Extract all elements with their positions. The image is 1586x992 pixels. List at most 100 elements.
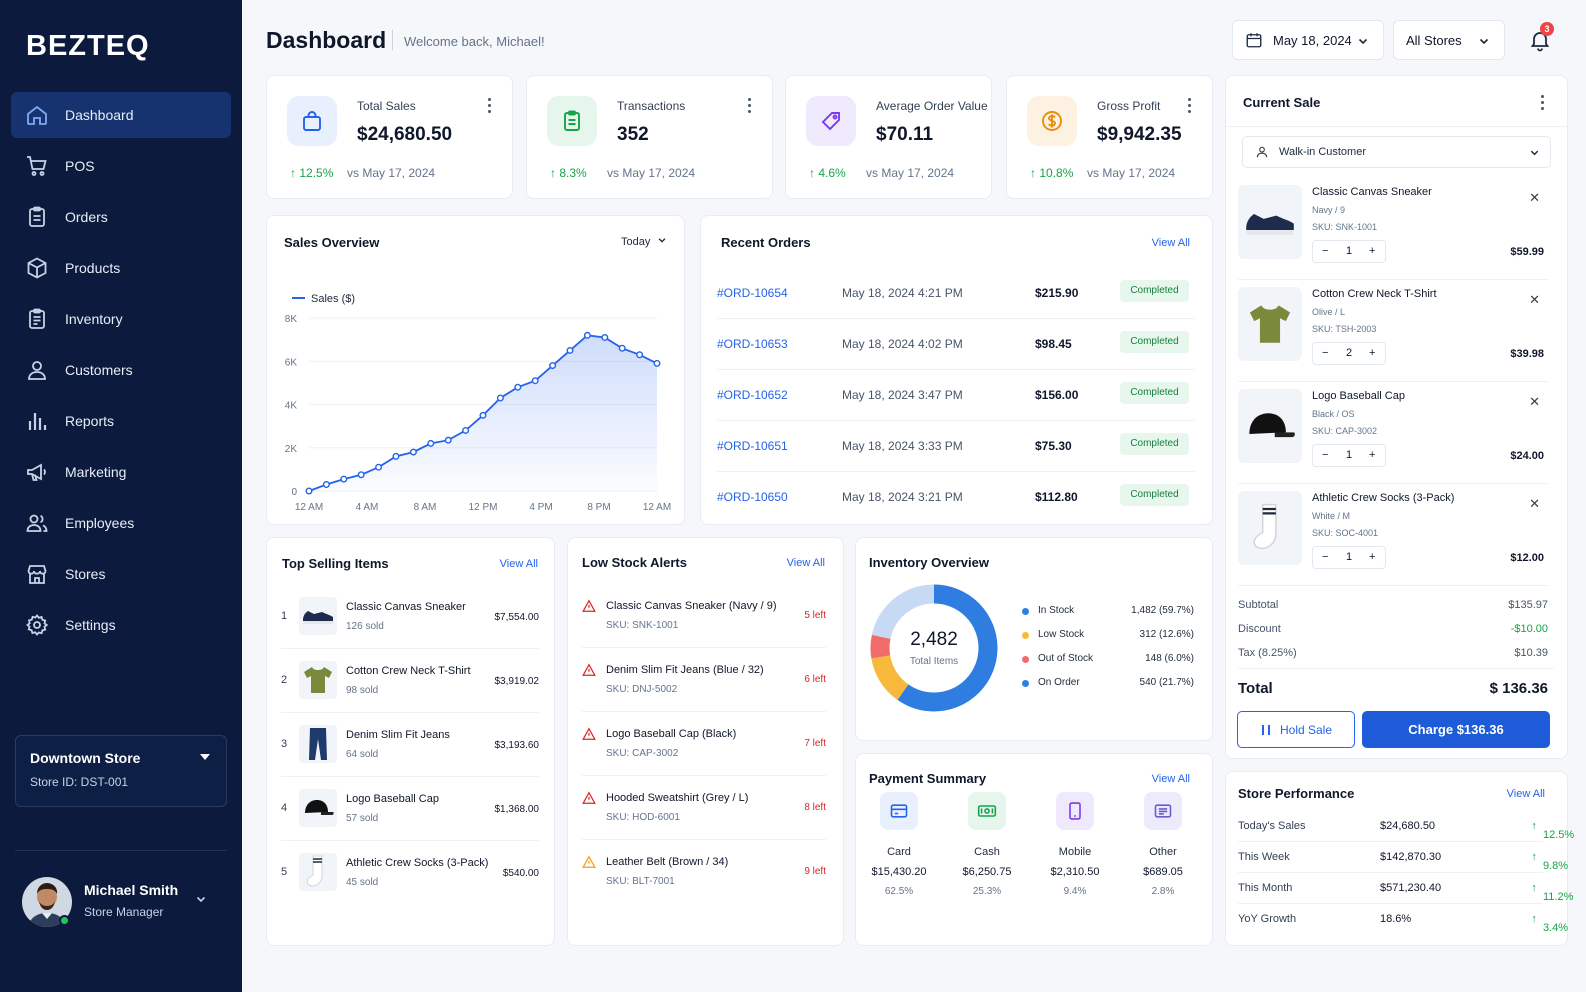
metric-delta: ↑ 9.8%	[1531, 851, 1569, 872]
view-all-link[interactable]: View All	[1151, 237, 1190, 249]
legend-swatch	[1022, 656, 1029, 663]
x-tick-label: 4 PM	[529, 502, 552, 513]
quantity-value[interactable]: 1	[1346, 245, 1353, 257]
view-all-link[interactable]: View All	[499, 558, 538, 570]
tax-value: $10.39	[1514, 647, 1548, 659]
kpi-delta: ↑ 4.6%	[809, 166, 846, 180]
sidebar-item-stores[interactable]: Stores	[11, 551, 231, 597]
sidebar-item-dashboard[interactable]: Dashboard	[11, 92, 231, 138]
list-item[interactable]: Classic Canvas Sneaker (Navy / 9) SKU: S…	[582, 584, 826, 648]
quantity-value[interactable]: 1	[1346, 449, 1353, 461]
chevron-down-icon	[659, 238, 666, 243]
sidebar-item-employees[interactable]: Employees	[11, 500, 231, 546]
decrement-button[interactable]: −	[1322, 449, 1329, 461]
jeans-icon	[299, 725, 337, 763]
sneaker-icon	[1238, 185, 1302, 259]
tshirt-icon	[1238, 287, 1302, 361]
store-filter-select[interactable]: All Stores	[1393, 20, 1505, 60]
payment-label: Cash	[974, 846, 1000, 858]
metric-value: 18.6%	[1380, 913, 1412, 925]
more-icon[interactable]	[1541, 95, 1545, 113]
item-price: $12.00	[1510, 552, 1544, 564]
chevron-down-icon	[1479, 38, 1489, 45]
order-id-link[interactable]: #ORD-10653	[717, 337, 788, 351]
view-all-link[interactable]: View All	[786, 557, 825, 569]
increment-button[interactable]: +	[1369, 245, 1376, 257]
legend-swatch	[1022, 680, 1029, 687]
sidebar-item-label: Inventory	[65, 311, 123, 327]
hold-sale-button[interactable]: Hold Sale	[1237, 711, 1355, 748]
increment-button[interactable]: +	[1369, 551, 1376, 563]
charge-button[interactable]: Charge $136.36	[1362, 711, 1550, 748]
table-row[interactable]: #ORD-10652 May 18, 2024 3:47 PM $156.00 …	[717, 370, 1195, 421]
sidebar-item-pos[interactable]: POS	[11, 143, 231, 189]
close-icon[interactable]: ✕	[1529, 496, 1540, 511]
status-badge: Completed	[1120, 382, 1189, 404]
y-tick-label: 8K	[285, 314, 298, 325]
sidebar-item-inventory[interactable]: Inventory	[11, 296, 231, 342]
payment-amount: $15,430.20	[871, 866, 927, 878]
list-item[interactable]: Logo Baseball Cap (Black) SKU: CAP-3002 …	[582, 712, 826, 776]
list-item[interactable]: Leather Belt (Brown / 34) SKU: BLT-7001 …	[582, 840, 826, 904]
list-item[interactable]: 1 Classic Canvas Sneaker 126 sold $7,554…	[281, 585, 539, 649]
payment-label: Card	[887, 846, 911, 858]
list-item[interactable]: Hooded Sweatshirt (Grey / L) SKU: HOD-60…	[582, 776, 826, 840]
quantity-value[interactable]: 1	[1346, 551, 1353, 563]
list-item[interactable]: 3 Denim Slim Fit Jeans 64 sold $3,193.60	[281, 713, 539, 777]
order-amount: $112.80	[1035, 490, 1078, 504]
period-select[interactable]: Today	[621, 235, 667, 248]
view-all-link[interactable]: View All	[1151, 773, 1190, 785]
customer-select[interactable]: Walk-in Customer	[1242, 136, 1551, 168]
item-name: Athletic Crew Socks (3-Pack)	[346, 857, 489, 869]
list-item[interactable]: 5 Athletic Crew Socks (3-Pack) 45 sold $…	[281, 841, 539, 905]
decrement-button[interactable]: −	[1322, 347, 1329, 359]
data-point	[531, 377, 539, 385]
order-id-link[interactable]: #ORD-10652	[717, 388, 788, 402]
item-name: Classic Canvas Sneaker (Navy / 9)	[606, 600, 777, 612]
increment-button[interactable]: +	[1369, 347, 1376, 359]
kpi-label: Average Order Value	[876, 99, 988, 113]
sneaker-icon	[299, 597, 337, 635]
order-id-link[interactable]: #ORD-10651	[717, 439, 788, 453]
list-item[interactable]: 4 Logo Baseball Cap 57 sold $1,368.00	[281, 777, 539, 841]
date-picker[interactable]: May 18, 2024	[1232, 20, 1384, 60]
order-id-link[interactable]: #ORD-10650	[717, 490, 788, 504]
close-icon[interactable]: ✕	[1529, 394, 1540, 409]
table-row[interactable]: #ORD-10653 May 18, 2024 4:02 PM $98.45 C…	[717, 319, 1195, 370]
order-id-link[interactable]: #ORD-10654	[717, 286, 788, 300]
legend-label: In Stock	[1038, 605, 1075, 616]
sidebar-item-orders[interactable]: Orders	[11, 194, 231, 240]
list-item[interactable]: Denim Slim Fit Jeans (Blue / 32) SKU: DN…	[582, 648, 826, 712]
item-name: Athletic Crew Socks (3-Pack)	[1312, 492, 1455, 504]
y-tick-label: 4K	[285, 401, 298, 412]
table-row[interactable]: #ORD-10650 May 18, 2024 3:21 PM $112.80 …	[717, 472, 1195, 523]
table-row[interactable]: #ORD-10654 May 18, 2024 4:21 PM $215.90 …	[717, 268, 1195, 319]
payment-percent: 2.8%	[1151, 886, 1175, 897]
quantity-value[interactable]: 2	[1346, 347, 1353, 359]
table-row[interactable]: #ORD-10651 May 18, 2024 3:33 PM $75.30 C…	[717, 421, 1195, 472]
sidebar-item-settings[interactable]: Settings	[11, 602, 231, 648]
close-icon[interactable]: ✕	[1529, 292, 1540, 307]
list-item[interactable]: 2 Cotton Crew Neck T-Shirt 98 sold $3,91…	[281, 649, 539, 713]
caret-down-icon	[200, 754, 210, 760]
decrement-button[interactable]: −	[1322, 245, 1329, 257]
sidebar-item-products[interactable]: Products	[11, 245, 231, 291]
item-name: Logo Baseball Cap (Black)	[606, 728, 737, 740]
more-icon[interactable]	[1188, 98, 1192, 116]
more-icon[interactable]	[488, 98, 492, 116]
item-name: Cotton Crew Neck T-Shirt	[346, 665, 471, 677]
sidebar-item-reports[interactable]: Reports	[11, 398, 231, 444]
kpi-label: Gross Profit	[1097, 99, 1161, 113]
user-profile[interactable]: Michael Smith Store Manager	[22, 877, 232, 931]
store-switcher[interactable]: Downtown Store Store ID: DST-001	[15, 735, 227, 807]
view-all-link[interactable]: View All	[1506, 788, 1545, 800]
divider	[1238, 668, 1554, 669]
sidebar-item-customers[interactable]: Customers	[11, 347, 231, 393]
close-icon[interactable]: ✕	[1529, 190, 1540, 205]
sidebar-item-marketing[interactable]: Marketing	[11, 449, 231, 495]
donut-slice	[870, 584, 998, 712]
increment-button[interactable]: +	[1369, 449, 1376, 461]
sidebar-item-label: Settings	[65, 617, 116, 633]
decrement-button[interactable]: −	[1322, 551, 1329, 563]
more-icon[interactable]	[748, 98, 752, 116]
